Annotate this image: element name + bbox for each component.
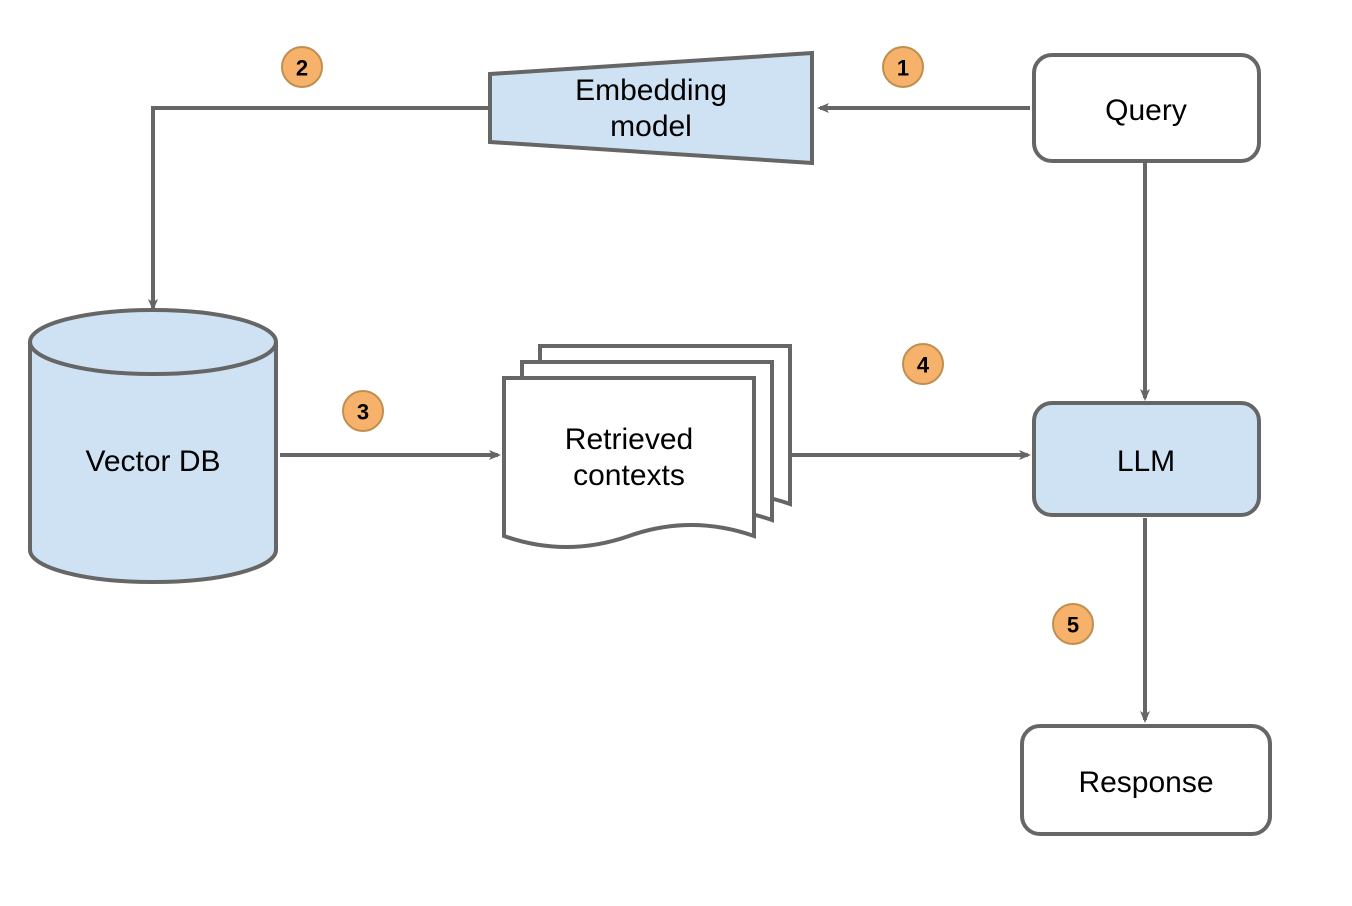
badge-3-label: 3 (357, 400, 369, 425)
node-retrieved-label2: contexts (573, 459, 685, 492)
node-retrieved: Retrieved contexts (504, 346, 790, 547)
badge-1-label: 1 (897, 56, 909, 81)
edge-embedding-to-vectordb (153, 108, 490, 308)
node-response-label: Response (1078, 766, 1213, 799)
node-query: Query (1034, 55, 1259, 161)
node-vectordb-label: Vector DB (85, 445, 220, 478)
node-embedding: Embedding model (490, 53, 812, 163)
badge-5: 5 (1053, 604, 1093, 644)
badge-1: 1 (883, 47, 923, 87)
node-embedding-label1: Embedding (575, 74, 727, 107)
node-response: Response (1022, 726, 1270, 834)
node-query-label: Query (1105, 94, 1187, 127)
badge-4-label: 4 (917, 353, 930, 378)
badge-5-label: 5 (1067, 613, 1079, 638)
node-embedding-label2: model (610, 110, 692, 143)
flowchart-canvas: Query Embedding model Vector DB Retrieve… (0, 0, 1352, 906)
badge-3: 3 (343, 391, 383, 431)
node-llm: LLM (1034, 403, 1259, 515)
badge-2-label: 2 (296, 56, 308, 81)
badge-4: 4 (903, 344, 943, 384)
node-llm-label: LLM (1117, 445, 1175, 478)
node-retrieved-label1: Retrieved (565, 423, 693, 456)
node-vectordb: Vector DB (30, 310, 276, 582)
badge-2: 2 (282, 47, 322, 87)
